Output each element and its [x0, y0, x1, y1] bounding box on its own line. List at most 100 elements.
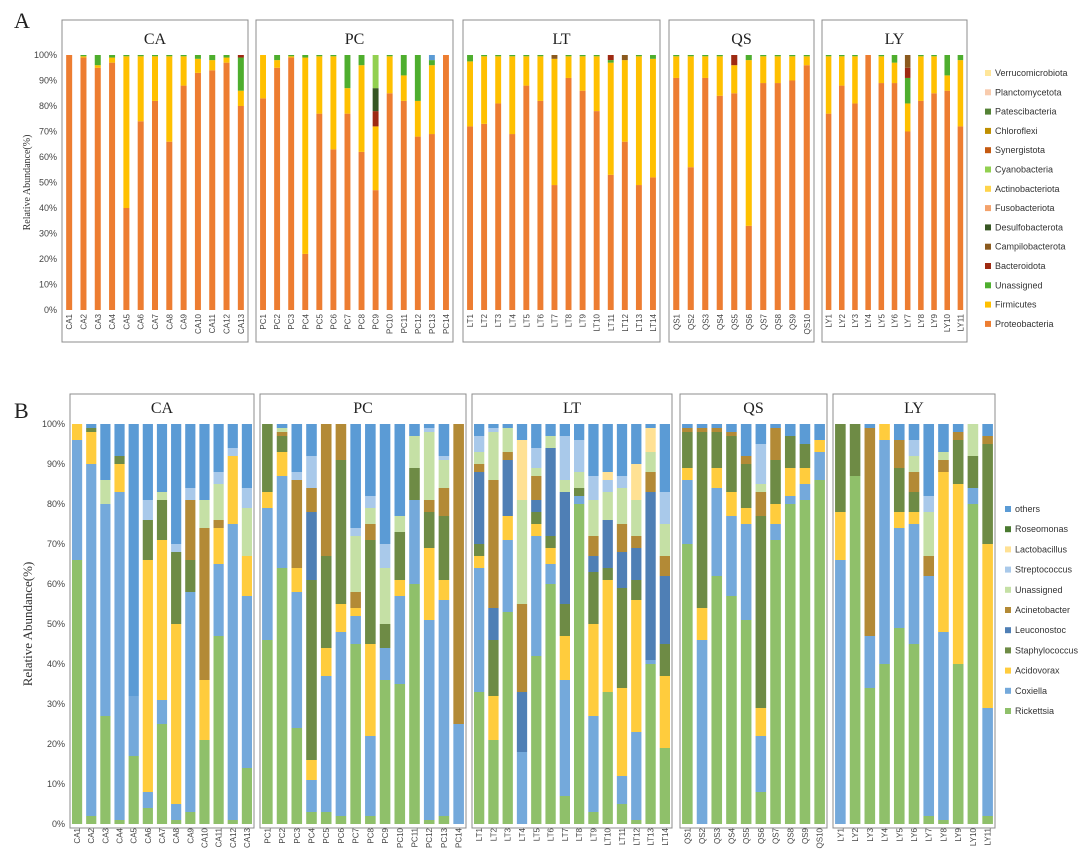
bar-segment-rickettsia-qs1-b [682, 544, 693, 824]
bar-segment-proteobacteria-lt9-a [579, 90, 586, 310]
x-tick-label-lt8-b: LT8 [575, 827, 584, 841]
legend-swatch-bacteroidota-a [985, 263, 991, 269]
bar-segment-rickettsia-pc3-b [291, 728, 303, 824]
legend-label-synergistota-a: Synergistota [995, 145, 1045, 155]
bar-segment-others-pc10-b [394, 424, 406, 516]
bar-segment-rickettsia-lt8-b [574, 504, 585, 824]
bar-segment-rickettsia-pc9-b [379, 680, 391, 824]
bar-segment-others-ly9-b [952, 424, 964, 432]
x-tick-label-ly6-a: LY6 [891, 313, 900, 327]
bar-segment-proteobacteria-lt13-a [635, 185, 642, 310]
group-title-ly-b: LY [904, 400, 924, 417]
bar-segment-firmicutes-pc1-a [260, 55, 266, 99]
bar-segment-coxiella-ly10-b [967, 488, 979, 504]
x-tick-label-ca8-a: CA8 [165, 313, 174, 329]
bar-segment-coxiella-ly5-b [893, 528, 905, 628]
bar-segment-unassigned-qs6-b [755, 484, 767, 492]
x-tick-label-pc13-a: PC13 [428, 313, 437, 334]
bar-segment-staphylococcus-lt12-b [631, 580, 642, 600]
bar-segment-streptococcus-lt11-b [616, 476, 628, 488]
bar-segment-unassigned-ca13-a [237, 57, 244, 91]
bar-segment-streptococcus-lt7-b [559, 436, 570, 480]
bar-segment-acinetobacter-ca10-b [199, 528, 210, 680]
y-tick-label-b: 70% [47, 539, 65, 549]
bar-segment-acidovorax-qs8-b [784, 468, 796, 496]
bar-segment-coxiella-ca7-b [156, 700, 168, 724]
bar-segment-unassigned-lt4-b [516, 500, 528, 604]
bar-segment-firmicutes-pc10-a [386, 56, 393, 94]
bar-segment-staphylococcus-pc13-b [438, 516, 450, 580]
bar-segment-rickettsia-pc2-b [276, 568, 288, 824]
x-tick-label-pc11-b: PC11 [411, 827, 420, 847]
bar-segment-rickettsia-ly8-b [938, 820, 949, 824]
bar-segment-acidovorax-pc13-b [438, 580, 450, 600]
bar-segment-acidovorax-lt14-b [659, 676, 670, 748]
bar-segment-staphylococcus-lt2-b [488, 640, 499, 696]
y-tick-label-a: 40% [39, 203, 57, 213]
x-tick-label-lt3-a: LT3 [494, 313, 503, 327]
y-tick-label-a: 0% [44, 305, 57, 315]
bar-segment-firmicutes-ly7-a [904, 103, 911, 132]
x-tick-label-pc3-b: PC3 [293, 827, 302, 843]
x-tick-label-lt9-b: LT9 [589, 827, 598, 841]
bar-segment-firmicutes-lt5-a [523, 56, 530, 86]
bar-segment-unassigned-ca7-a [152, 55, 159, 57]
bar-segment-desulfobacterota-pc9-a [372, 88, 379, 112]
bar-segment-unassigned-qs1-a [673, 55, 680, 57]
bar-segment-unassigned-ca8-a [166, 55, 173, 57]
bar-segment-rickettsia-ly2-b [849, 476, 861, 824]
bar-segment-acidovorax-ca4-b [114, 464, 125, 492]
x-tick-label-ly10-a: LY10 [943, 313, 952, 332]
bar-segment-coxiella-qs6-b [755, 736, 767, 792]
bar-segment-coxiella-pc4-b [306, 780, 317, 812]
bar-segment-others-pc8-b [365, 424, 376, 496]
legend-label-firmicutes-a: Firmicutes [995, 300, 1037, 310]
bar-segment-unassigned-pc12-b [423, 432, 435, 500]
bar-segment-bacteroidota-qs5-a [731, 55, 738, 66]
bar-segment-acidovorax-ca6-b [142, 560, 153, 792]
bar-segment-unassigned-pc2-b [276, 428, 288, 432]
bar-segment-acidovorax-qs7-b [770, 504, 781, 524]
x-tick-label-lt12-b: LT12 [632, 827, 641, 845]
bar-segment-proteobacteria-ly5-a [878, 83, 885, 310]
bar-segment-acidovorax-ca11-b [213, 528, 224, 564]
bar-segment-firmicutes-pc13-a [428, 65, 435, 135]
bar-segment-others-lt13-b [645, 424, 656, 428]
x-tick-label-pc12-a: PC12 [414, 313, 423, 334]
bar-segment-coxiella-pc6-b [335, 632, 347, 816]
bar-segment-others-qs6-b [755, 424, 767, 444]
bar-segment-unassigned-lt6-a [537, 55, 544, 57]
x-tick-label-ca11-b: CA11 [215, 827, 224, 847]
bar-segment-others-ly5-b [893, 424, 905, 440]
legend-label-lactobacillus-b: Lactobacillus [1015, 544, 1068, 554]
bar-segment-acinetobacter-lt12-b [631, 536, 642, 548]
bar-segment-coxiella-qs8-b [784, 496, 796, 504]
x-tick-label-ca2-b: CA2 [87, 827, 96, 843]
bar-segment-unassigned-lt11-a [607, 60, 614, 63]
bar-segment-coxiella-lt8-b [574, 496, 585, 504]
y-tick-label-a: 10% [39, 280, 57, 290]
bar-segment-proteobacteria-qs6-a [745, 225, 752, 310]
bar-segment-acinetobacter-qs4-b [726, 432, 737, 436]
y-tick-label-b: 0% [52, 819, 65, 829]
group-frame-qs-b [679, 393, 828, 829]
bar-segment-rickettsia-pc11-b [409, 584, 420, 824]
legend-label-chloroflexi-a: Chloroflexi [995, 126, 1038, 136]
x-tick-label-ly1-a: LY1 [825, 313, 834, 327]
bar-segment-firmicutes-pc8-a [358, 65, 365, 152]
x-tick-label-ca6-b: CA6 [144, 827, 153, 843]
x-tick-label-lt10-b: LT10 [604, 827, 613, 845]
legend-swatch-chloroflexi-a [985, 127, 991, 134]
bar-segment-others-lt6-b [545, 424, 556, 436]
bar-segment-unassigned-lt3-b [502, 428, 513, 452]
bar-segment-others-lt3-b [502, 424, 513, 428]
bar-segment-proteobacteria-lt3-a [495, 103, 502, 310]
bar-segment-acidovorax-ly4-b [879, 424, 890, 440]
x-tick-label-ly7-a: LY7 [904, 313, 913, 327]
x-tick-label-pc5-b: PC5 [322, 827, 331, 843]
group-title-qs-a: QS [731, 31, 751, 48]
x-tick-label-ca1-a: CA1 [65, 313, 74, 329]
legend-label-verrucomicrobiota-a: Verrucomicrobiota [995, 68, 1068, 78]
bar-segment-staphylococcus-qs8-b [784, 436, 796, 468]
bar-segment-unassigned-pc8-b [365, 508, 376, 524]
